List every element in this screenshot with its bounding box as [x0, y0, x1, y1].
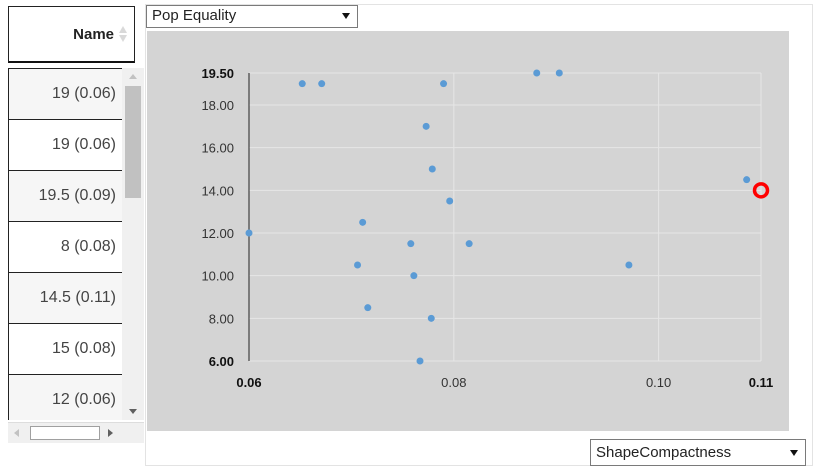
y-tick-label: 8.00: [209, 311, 234, 326]
sort-ascending-icon: [119, 26, 127, 33]
sort-descending-icon: [119, 35, 127, 42]
data-point[interactable]: [533, 69, 541, 77]
chevron-down-icon: [790, 450, 798, 456]
data-point[interactable]: [318, 80, 326, 88]
scroll-left-icon[interactable]: [14, 429, 19, 437]
table-row[interactable]: 14.5 (0.11): [9, 272, 123, 323]
data-point[interactable]: [416, 357, 424, 365]
y-tick-label: 12.00: [201, 226, 234, 241]
x-tick-label: 0.06: [236, 375, 261, 390]
name-table: Name 19 (0.06) 19 (0.06) 19.5 (0.09) 8 (…: [8, 6, 145, 446]
scroll-down-icon[interactable]: [129, 409, 137, 414]
column-header-name-label: Name: [73, 25, 114, 43]
data-point[interactable]: [359, 218, 367, 226]
scroll-up-icon[interactable]: [129, 74, 137, 79]
data-point[interactable]: [446, 197, 454, 205]
data-point[interactable]: [298, 80, 306, 88]
data-point[interactable]: [427, 314, 435, 322]
data-point[interactable]: [743, 176, 751, 184]
grid: [248, 72, 762, 362]
table-body: 19 (0.06) 19 (0.06) 19.5 (0.09) 8 (0.08)…: [8, 68, 123, 420]
data-point[interactable]: [625, 261, 633, 269]
horizontal-scroll-thumb[interactable]: [30, 426, 100, 440]
y-tick-label: 19.50: [201, 66, 234, 81]
data-point[interactable]: [422, 122, 430, 130]
table-row[interactable]: 8 (0.08): [9, 221, 123, 272]
y-tick-label: 14.00: [201, 183, 234, 198]
vertical-scroll-thumb[interactable]: [125, 86, 141, 198]
highlight-layer: [752, 182, 770, 199]
data-point[interactable]: [407, 240, 415, 248]
table-row[interactable]: 19.5 (0.09): [9, 170, 123, 221]
y-tick-label: 10.00: [201, 269, 234, 284]
table-row[interactable]: 19 (0.06): [9, 119, 123, 170]
y-axis-select-value: Pop Equality: [152, 7, 237, 24]
x-axis-ticks: 0.06 0.08 0.10 0.11: [236, 375, 773, 390]
y-axis-select[interactable]: Pop Equality: [146, 5, 358, 28]
data-point[interactable]: [555, 69, 563, 77]
sort-icon[interactable]: [119, 26, 128, 44]
vertical-scrollbar[interactable]: [122, 68, 144, 420]
highlighted-point[interactable]: [752, 182, 770, 199]
table-row[interactable]: 12 (0.06): [9, 374, 123, 420]
data-point[interactable]: [410, 272, 418, 280]
table-row[interactable]: 19 (0.06): [9, 68, 123, 119]
y-axis-ticks: 6.00 8.00 10.00 12.00 14.00 16.00 18.00 19.50: [201, 66, 234, 369]
x-tick-label: 0.08: [441, 375, 466, 390]
scatter-chart: 6.00 8.00 10.00 12.00 14.00 16.00 18.00 19.50 0…: [147, 31, 789, 431]
data-point[interactable]: [440, 80, 448, 88]
plot-background: [147, 31, 789, 431]
data-point[interactable]: [428, 165, 436, 173]
y-tick-label: 18.00: [201, 98, 234, 113]
x-axis-select[interactable]: ShapeCompactness: [590, 439, 806, 466]
data-point[interactable]: [465, 240, 473, 248]
y-tick-label: 6.00: [209, 354, 234, 369]
data-points: [245, 69, 751, 365]
column-header-name[interactable]: Name: [8, 6, 135, 63]
x-tick-label: 0.10: [646, 375, 671, 390]
chevron-down-icon: [342, 13, 350, 19]
table-row[interactable]: 15 (0.08): [9, 323, 123, 374]
data-point[interactable]: [354, 261, 362, 269]
horizontal-scrollbar[interactable]: [8, 422, 144, 443]
x-tick-label: 0.11: [749, 375, 774, 390]
data-point[interactable]: [245, 229, 253, 237]
y-tick-label: 16.00: [201, 141, 234, 156]
scroll-right-icon[interactable]: [108, 429, 113, 437]
data-point[interactable]: [364, 304, 372, 312]
x-axis-select-value: ShapeCompactness: [596, 444, 732, 461]
